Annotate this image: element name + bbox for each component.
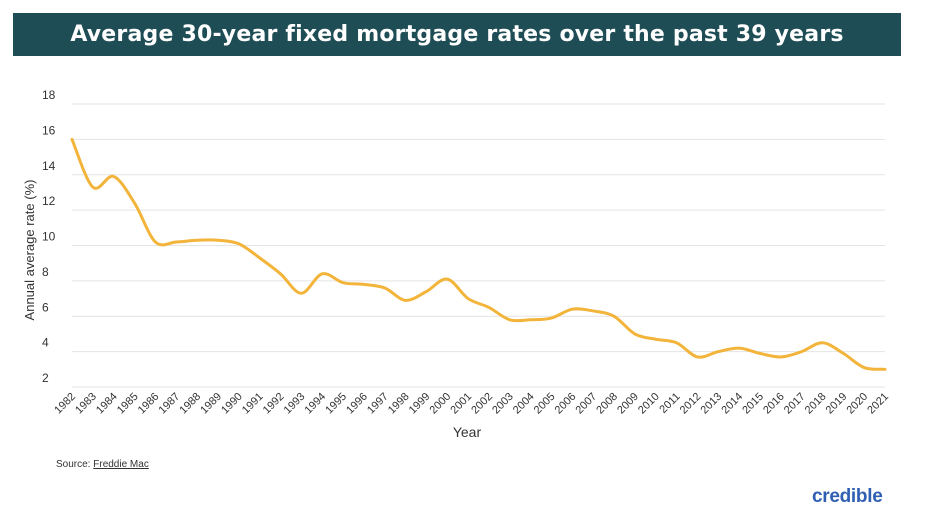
x-tick-label: 1999 [407,391,433,417]
x-tick-label: 1983 [73,391,99,417]
x-tick-label: 1992 [261,391,287,417]
x-tick-label: 1994 [302,391,328,417]
y-tick-labels: 2 4 6 8 10 12 14 16 18 [42,88,56,385]
x-tick-label: 2009 [615,391,641,417]
source-link[interactable]: Freddie Mac [93,459,149,470]
y-tick-label: 12 [42,194,56,208]
x-tick-label: 2004 [511,391,537,417]
x-tick-label: 2017 [782,391,808,417]
x-tick-label: 2018 [803,391,829,417]
x-tick-label: 2010 [636,391,662,417]
y-tick-label: 14 [42,159,56,173]
x-tick-label: 2014 [719,391,745,417]
x-tick-label: 2015 [740,391,766,417]
x-tick-label: 2016 [761,391,787,417]
x-tick-label: 1991 [240,391,266,417]
x-tick-label: 1993 [282,391,308,417]
grid-lines [72,103,885,388]
x-tick-label: 1995 [323,391,349,417]
x-tick-label: 2008 [594,391,620,417]
x-tick-label: 2006 [553,391,579,417]
x-tick-label: 2005 [532,391,558,417]
x-tick-labels: 1982198319841985198619871988198919901991… [52,391,891,417]
x-tick-label: 2012 [678,391,704,417]
rate-line [70,137,887,371]
x-tick-label: 1986 [136,391,162,417]
x-tick-label: 2011 [657,391,682,416]
x-tick-label: 2003 [490,391,516,417]
x-tick-label: 1990 [219,391,245,417]
x-tick-label: 2021 [865,391,891,417]
y-tick-label: 16 [42,123,56,137]
x-tick-label: 1996 [344,391,370,417]
x-tick-label: 1988 [177,391,203,417]
x-tick-label: 1982 [52,391,78,417]
y-tick-label: 6 [42,300,49,314]
x-tick-label: 2019 [824,391,850,417]
x-tick-label: 1985 [115,391,141,417]
credible-logo: credible [812,486,883,507]
x-axis-label: Year [453,424,482,440]
y-tick-label: 10 [42,230,56,244]
x-tick-label: 1989 [198,391,224,417]
y-tick-label: 18 [42,88,56,102]
chart-title: Average 30-year fixed mortgage rates ove… [13,13,901,56]
y-tick-label: 4 [42,336,49,350]
series-line [70,137,887,371]
y-tick-label: 8 [42,265,49,279]
y-tick-label: 2 [42,371,49,385]
x-tick-label: 2020 [844,391,870,417]
x-tick-label: 1984 [94,391,120,417]
x-tick-label: 1987 [157,391,183,417]
x-tick-label: 2002 [469,391,495,417]
x-tick-label: 2001 [448,391,474,417]
x-tick-label: 2013 [699,391,725,417]
source-prefix: Source: [56,459,91,470]
x-tick-label: 2000 [428,391,454,417]
x-tick-label: 1997 [365,391,391,417]
x-tick-label: 1998 [386,391,412,417]
source-note: Source: Freddie Mac [56,459,149,470]
y-axis-label: Annual average rate (%) [22,180,37,321]
x-tick-label: 2007 [573,391,599,417]
